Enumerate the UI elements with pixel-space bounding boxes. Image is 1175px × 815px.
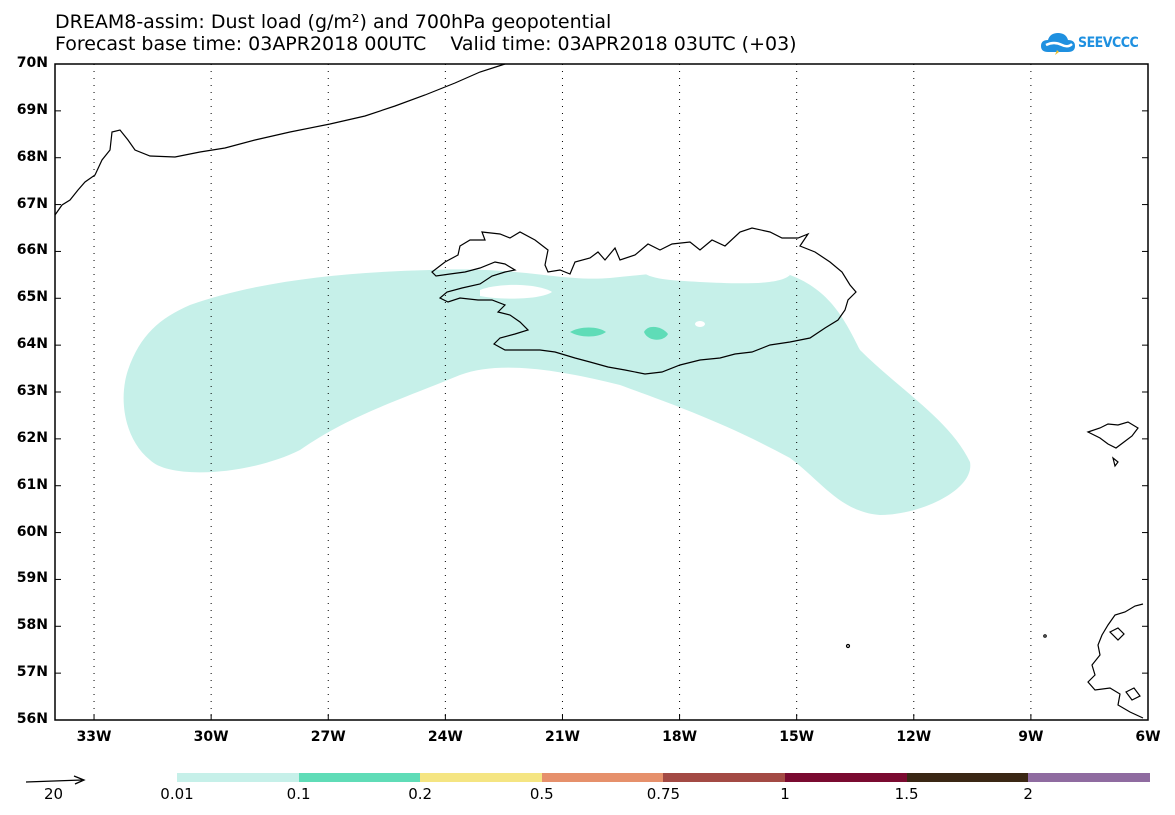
- dust-map: [54, 63, 1149, 721]
- legend: 20 0.01 0.1 0.2 0.5 0.75 1 1.5 2: [0, 760, 1175, 815]
- lon-label: 27W: [310, 729, 346, 745]
- colorbar-label: 2: [1023, 785, 1033, 803]
- colorbar-swatch: [663, 773, 786, 782]
- lon-label: 21W: [544, 729, 580, 745]
- lat-label: 70N: [16, 55, 48, 71]
- lat-label: 68N: [16, 148, 48, 165]
- lat-label: 66N: [16, 242, 48, 259]
- clear-pocket: [640, 264, 790, 284]
- reference-vector-label: 20: [44, 785, 64, 803]
- lat-label: 62N: [16, 429, 48, 446]
- lat-label: 64N: [16, 336, 48, 353]
- colorbar-label: 1.5: [894, 785, 919, 803]
- coastlines: [54, 63, 1144, 719]
- clear-pocket: [695, 321, 705, 327]
- graticule: [93, 64, 1032, 720]
- axis-ticks: [55, 63, 1149, 721]
- lon-label: 30W: [193, 729, 229, 745]
- lat-label: 56N: [16, 711, 48, 727]
- colorbar-label: 0.5: [529, 785, 554, 803]
- reference-vector-arrow: [26, 775, 86, 785]
- colorbar-swatch: [420, 773, 543, 782]
- lat-label: 60N: [16, 523, 48, 540]
- colorbar-swatch: [906, 773, 1029, 782]
- colorbar-label: 0.2: [408, 785, 433, 803]
- colorbar-swatch: [177, 773, 300, 782]
- colorbar-label: 1: [780, 785, 790, 803]
- logo-text: SEEVCCC: [1078, 35, 1139, 51]
- colorbar-swatch: [1028, 773, 1151, 782]
- seevccc-logo: SEEVCCC: [1040, 30, 1155, 58]
- lat-label: 69N: [16, 101, 48, 118]
- lon-label: 15W: [779, 729, 815, 745]
- lat-label: 61N: [16, 476, 48, 493]
- colorbar-swatch: [541, 773, 664, 782]
- colorbar-label: 0.1: [286, 785, 311, 803]
- cloud-icon: [1041, 33, 1075, 55]
- lon-label: 18W: [662, 729, 698, 745]
- map-title: DREAM8-assim: Dust load (g/m²) and 700hP…: [55, 11, 612, 33]
- dust-region-mid: [644, 326, 668, 340]
- lat-label: 65N: [16, 289, 48, 306]
- colorbar-label: 0.01: [160, 785, 194, 803]
- dust-region-low: [123, 268, 971, 515]
- lat-label: 58N: [16, 617, 48, 634]
- colorbar-swatch: [785, 773, 908, 782]
- lat-label: 63N: [16, 383, 48, 399]
- lat-label: 57N: [16, 664, 48, 681]
- clear-pocket: [480, 284, 552, 299]
- colorbar-swatch: [298, 773, 421, 782]
- lon-label: 33W: [76, 729, 112, 745]
- lon-label: 6W: [1135, 729, 1161, 745]
- lat-label: 59N: [16, 570, 48, 587]
- lat-label: 67N: [16, 195, 48, 212]
- map-subtitle: Forecast base time: 03APR2018 00UTC Vali…: [55, 33, 797, 55]
- lon-label: 12W: [896, 729, 932, 745]
- dust-region-mid: [570, 327, 606, 337]
- lon-label: 9W: [1018, 729, 1044, 745]
- colorbar-label: 0.75: [646, 785, 681, 803]
- lon-label: 24W: [427, 729, 463, 745]
